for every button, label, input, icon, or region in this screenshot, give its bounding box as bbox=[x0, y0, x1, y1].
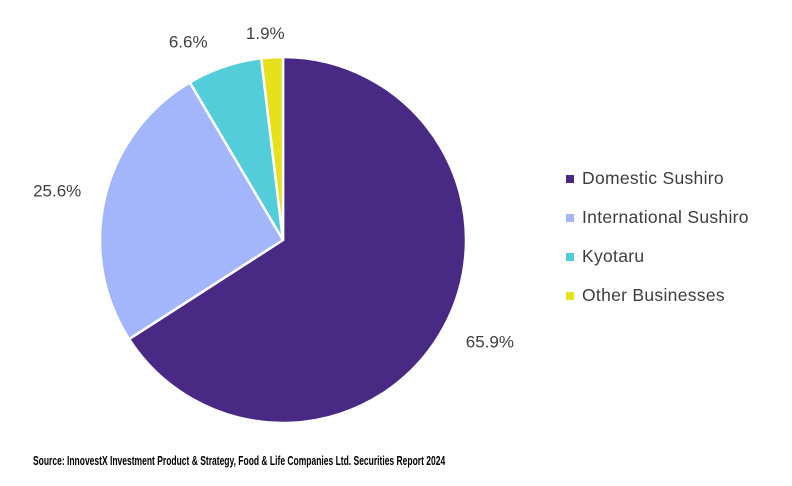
pie-slice-domestic-sushiro bbox=[127, 55, 468, 425]
slice-label-kyotaru: 6.6% bbox=[169, 33, 208, 52]
legend-label-domestic-sushiro: Domestic Sushiro bbox=[582, 167, 724, 188]
slice-label-domestic-sushiro: 65.9% bbox=[466, 333, 514, 352]
legend-label-other-businesses: Other Businesses bbox=[582, 284, 725, 305]
pie-slice-international-sushiro bbox=[98, 81, 285, 341]
legend-swatch-kyotaru bbox=[566, 252, 574, 261]
slice-label-international-sushiro: 25.6% bbox=[33, 182, 81, 201]
legend-swatch-international-sushiro bbox=[566, 213, 574, 222]
legend-label-international-sushiro: International Sushiro bbox=[582, 206, 749, 227]
source-note: Source: InnovestX Investment Product & S… bbox=[33, 454, 446, 468]
legend-item-other-businesses: Other Businesses bbox=[566, 276, 749, 315]
legend: Domestic Sushiro International Sushiro K… bbox=[566, 159, 749, 315]
legend-swatch-domestic-sushiro bbox=[566, 174, 574, 183]
legend-label-kyotaru: Kyotaru bbox=[582, 245, 645, 266]
pie-slice-other-businesses bbox=[259, 55, 285, 242]
slice-label-other-businesses: 1.9% bbox=[246, 24, 285, 43]
legend-item-international-sushiro: International Sushiro bbox=[566, 198, 749, 237]
legend-item-kyotaru: Kyotaru bbox=[566, 237, 749, 276]
legend-swatch-other-businesses bbox=[566, 291, 574, 300]
legend-item-domestic-sushiro: Domestic Sushiro bbox=[566, 159, 749, 198]
